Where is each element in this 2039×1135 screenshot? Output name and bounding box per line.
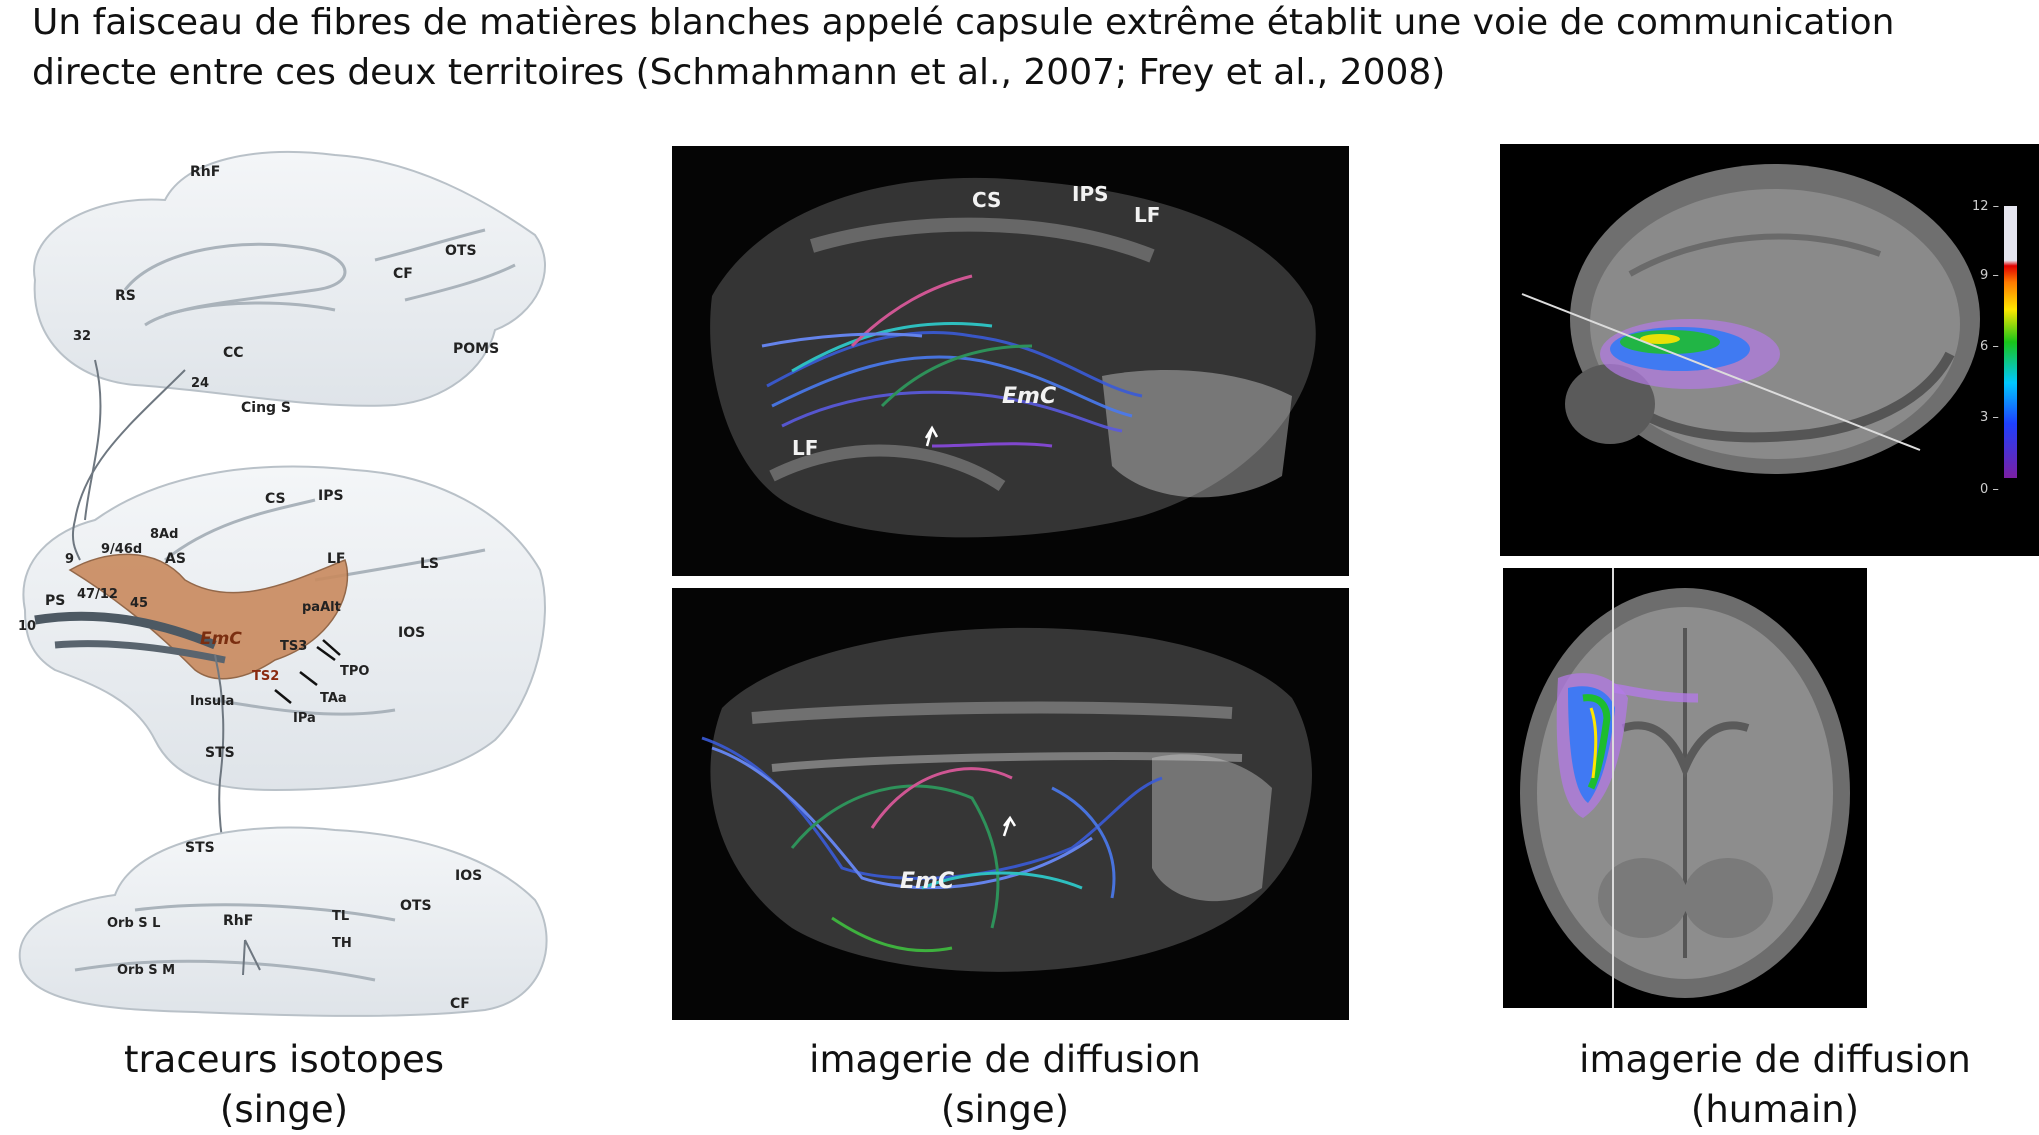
- ventral-brain-view: [18, 826, 548, 1017]
- label-9-46d: 9/46d: [101, 542, 142, 557]
- caption-left: traceurs isotopes (singe): [84, 1035, 484, 1135]
- color-scale-bar: 12 – 9 – 6 – 3 – 0 –: [1972, 199, 2017, 497]
- label-emc: EmC: [200, 629, 242, 649]
- label-ios-v: IOS: [455, 868, 482, 884]
- tick-6: 6 –: [1980, 339, 1999, 354]
- label-emc: EmC: [1002, 384, 1056, 409]
- medial-labels: RhF OTS CF RS 32 CC POMS 24 Cing S: [73, 164, 499, 416]
- label-ots-v: OTS: [400, 898, 432, 914]
- label-24: 24: [191, 376, 209, 391]
- title-line-2: directe entre ces deux territoires (Schm…: [32, 52, 1446, 93]
- caption-right-line1: imagerie de diffusion: [1579, 1038, 1971, 1081]
- label-ts3: TS3: [280, 639, 307, 654]
- label-orb-s-l: Orb S L: [107, 916, 160, 931]
- monkey-dti-sagittal: CS IPS LF EmC LF: [672, 146, 1349, 576]
- caption-right: imagerie de diffusion (humain): [1540, 1035, 2010, 1135]
- caption-middle-line2: (singe): [940, 1088, 1070, 1131]
- slide-title: Un faisceau de fibres de matières blanch…: [32, 0, 2012, 98]
- medial-brain-view: [33, 151, 546, 407]
- title-line-1: Un faisceau de fibres de matières blanch…: [32, 2, 1895, 43]
- label-lf: LF: [1134, 203, 1160, 227]
- label-lf: LF: [327, 551, 345, 567]
- label-45: 45: [130, 596, 148, 611]
- label-sts-v: STS: [185, 840, 215, 856]
- label-ios: IOS: [398, 625, 425, 641]
- ventral-labels: STS IOS RhF OTS TL Orb S L TH Orb S M CF: [107, 840, 482, 1012]
- tract-heatmap: [1600, 319, 1780, 389]
- caption-middle-line1: imagerie de diffusion: [809, 1038, 1201, 1081]
- label-tl: TL: [332, 909, 349, 924]
- label-sts: STS: [205, 745, 235, 761]
- arrows: [274, 639, 341, 704]
- label-lf-lower: LF: [792, 436, 818, 460]
- label-32: 32: [73, 329, 91, 344]
- label-rs: RS: [115, 288, 136, 304]
- label-th: TH: [332, 936, 352, 951]
- label-emc-axial: EmC: [900, 869, 954, 894]
- human-dti-sagittal: 12 – 9 – 6 – 3 – 0 –: [1500, 144, 2039, 556]
- caption-left-line2: (singe): [219, 1088, 349, 1131]
- label-cf-v: CF: [450, 996, 470, 1012]
- label-rhf: RhF: [190, 164, 220, 180]
- label-insula: Insula: [190, 694, 234, 709]
- tick-9: 9 –: [1980, 268, 1999, 283]
- tick-12: 12 –: [1972, 199, 1999, 214]
- label-ls: LS: [420, 556, 439, 572]
- label-9: 9: [65, 552, 74, 567]
- label-taa: TAa: [320, 691, 347, 706]
- label-ips: IPS: [318, 488, 344, 504]
- label-cf: CF: [393, 266, 413, 282]
- label-ipa: IPa: [293, 711, 316, 726]
- label-orb-s-m: Orb S M: [117, 963, 175, 978]
- label-ips: IPS: [1072, 182, 1109, 206]
- label-cc: CC: [223, 345, 244, 361]
- monkey-dti-axial: EmC: [672, 588, 1349, 1020]
- label-cs: CS: [972, 188, 1001, 212]
- lateral-labels: CS IPS 8Ad 9/46d 9 AS LF LS PS 47/12 45 …: [18, 488, 439, 761]
- label-cs: CS: [265, 491, 286, 507]
- label-47-12: 47/12: [77, 587, 118, 602]
- caption-left-line1: traceurs isotopes: [123, 1038, 445, 1081]
- caption-right-line2: (humain): [1690, 1088, 1860, 1131]
- extreme-capsule-tract: [68, 553, 349, 680]
- tick-3: 3 –: [1980, 410, 1999, 425]
- label-cing-s: Cing S: [241, 400, 291, 416]
- label-10: 10: [18, 619, 36, 634]
- label-ts2: TS2: [252, 669, 279, 684]
- label-paalt: paAlt: [302, 600, 341, 615]
- label-rhf-v: RhF: [223, 913, 253, 929]
- label-as: AS: [165, 551, 186, 567]
- label-poms: POMS: [453, 341, 499, 357]
- human-dti-axial: [1503, 568, 1867, 1008]
- caption-middle: imagerie de diffusion (singe): [770, 1035, 1240, 1135]
- tract-heatmap-axial: [1556, 673, 1699, 818]
- label-8ad: 8Ad: [150, 527, 178, 542]
- monkey-brain-diagram: RhF OTS CF RS 32 CC POMS 24 Cing S CS IP…: [18, 151, 548, 1017]
- tick-0: 0 –: [1980, 482, 1999, 497]
- label-tpo: TPO: [340, 664, 369, 679]
- label-ots: OTS: [445, 243, 477, 259]
- label-ps: PS: [45, 593, 65, 609]
